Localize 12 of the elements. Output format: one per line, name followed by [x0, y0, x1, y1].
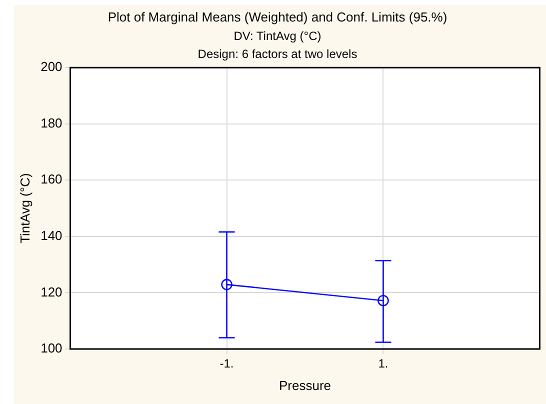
y-tick-label: 120	[40, 284, 62, 300]
x-tick-label: 1.	[378, 356, 388, 371]
y-tick-label: 140	[40, 228, 62, 244]
y-tick-label: 200	[40, 59, 62, 74]
y-tick-label: 180	[40, 115, 62, 130]
x-tick-label: -1.	[220, 356, 234, 371]
y-axis-title: TintAvg (°C)	[17, 173, 32, 244]
x-axis-title: Pressure	[278, 378, 332, 393]
chart-title: Plot of Marginal Means (Weighted) and Conf. Limits (95.%)	[108, 9, 448, 24]
y-tick-label: 100	[40, 340, 62, 356]
y-tick-label: 160	[40, 172, 62, 187]
chart-subtitle: DV: TintAvg (°C) Design: 6 factors at two levels	[198, 28, 358, 61]
